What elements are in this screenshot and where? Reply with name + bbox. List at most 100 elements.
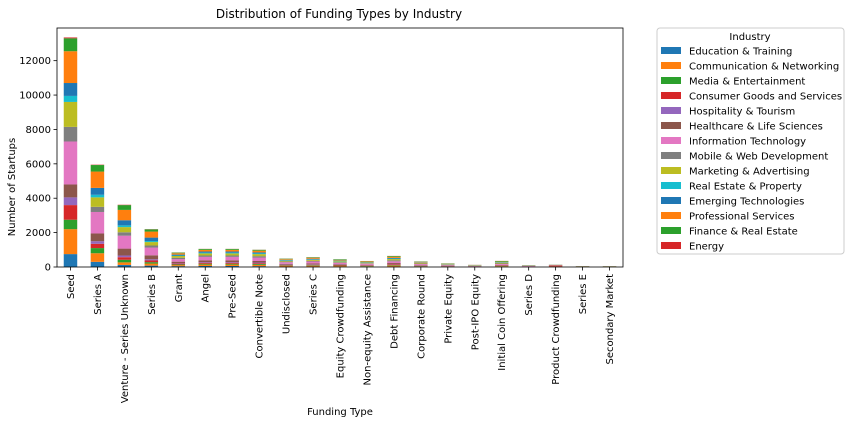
bar-segment — [64, 184, 77, 197]
bar-segment — [414, 264, 427, 265]
bar-segment — [64, 254, 77, 267]
bar-segment — [252, 264, 265, 265]
bar-segment — [172, 256, 185, 258]
x-tick-label: Debt Financing — [389, 274, 400, 349]
bar-segment — [387, 256, 400, 257]
bar-segment — [64, 197, 77, 205]
bar-segment — [91, 244, 104, 248]
legend-label: Real Estate & Property — [689, 182, 802, 193]
bar-segment — [64, 127, 77, 142]
bar-segment — [387, 264, 400, 265]
x-axis-label: Funding Type — [307, 407, 373, 418]
bar-segment — [333, 266, 346, 267]
y-tick-label: 0 — [45, 263, 51, 274]
bar-segment — [360, 261, 373, 262]
bar-segment — [387, 261, 400, 263]
x-tick-label: Product Crowdfunding — [551, 274, 562, 385]
legend-swatch — [661, 107, 681, 114]
y-tick-label: 6000 — [26, 159, 51, 170]
bar-segment — [495, 263, 508, 264]
bar-segment — [172, 255, 185, 256]
bar-segment — [225, 264, 238, 265]
bar-segment — [118, 205, 131, 210]
bar-segment — [64, 220, 77, 229]
legend-swatch — [661, 77, 681, 84]
legend-swatch — [661, 47, 681, 54]
y-tick-label: 8000 — [26, 125, 51, 136]
bar-segment — [145, 255, 158, 259]
bar-segment — [360, 264, 373, 265]
bar-segment — [225, 249, 238, 250]
bar-segment — [279, 266, 292, 267]
bar-segment — [145, 259, 158, 260]
bar-segment — [252, 256, 265, 257]
bar-segment — [360, 265, 373, 266]
bar-segment — [91, 207, 104, 212]
bar-segment — [252, 265, 265, 266]
bar-segment — [279, 265, 292, 266]
bar-segment — [199, 263, 212, 264]
bar-segment — [118, 262, 131, 265]
legend-label: Healthcare & Life Sciences — [689, 122, 823, 133]
legend: Industry Education & TrainingCommunicati… — [657, 28, 844, 254]
legend-swatch — [661, 242, 681, 249]
bar-segment — [199, 262, 212, 263]
bar-segment — [279, 259, 292, 260]
bar-segment — [91, 248, 104, 253]
bar-segment — [145, 241, 158, 242]
bar-segment — [199, 250, 212, 252]
bar-segment — [279, 259, 292, 260]
bar-segment — [225, 255, 238, 256]
bar-segment — [360, 263, 373, 264]
bar-segment — [118, 232, 131, 235]
bar-segment — [64, 141, 77, 184]
x-tick-label: Grant — [174, 274, 185, 302]
bar-segment — [387, 266, 400, 267]
bar-segment — [360, 263, 373, 264]
y-axis-label: Number of Startups — [7, 138, 18, 237]
plot-frame — [57, 28, 623, 267]
legend-label: Education & Training — [689, 47, 792, 58]
bar-segment — [118, 255, 131, 257]
x-tick-label: Angel — [201, 274, 212, 302]
legend-swatch — [661, 182, 681, 189]
bar-segment — [145, 246, 158, 248]
x-tick-label: Undisclosed — [282, 274, 293, 334]
bar-segment — [91, 241, 104, 244]
x-tick-label: Secondary Market — [605, 274, 616, 365]
bar-segment — [145, 260, 158, 262]
bar-segment — [199, 260, 212, 262]
bar-segment — [306, 266, 319, 267]
legend-swatch — [661, 212, 681, 219]
legend-label: Mobile & Web Development — [689, 152, 828, 163]
legend-label: Communication & Networking — [689, 62, 839, 73]
x-tick-label: Initial Coin Offering — [497, 274, 508, 371]
bar-segment — [91, 197, 104, 206]
bar-segment — [199, 249, 212, 250]
bar-segment — [91, 233, 104, 241]
bar-segment — [172, 262, 185, 263]
bar-segment — [225, 263, 238, 264]
bar-segment — [333, 261, 346, 262]
bar-segment — [64, 205, 77, 220]
bar-segment — [495, 261, 508, 262]
bar-segment — [252, 250, 265, 251]
bar-segment — [306, 259, 319, 260]
bar-segment — [118, 257, 131, 260]
x-tick-label: Series C — [309, 274, 320, 315]
bar-segment — [306, 265, 319, 266]
bar-segment — [279, 262, 292, 264]
bar-segment — [225, 265, 238, 266]
bar-segment — [145, 242, 158, 245]
x-tick-label: Venture - Series Unknown — [120, 274, 131, 403]
x-tick-label: Convertible Note — [255, 274, 266, 358]
y-tick-label: 12000 — [19, 56, 51, 67]
legend-swatch — [661, 122, 681, 129]
x-tick-label: Private Equity — [443, 274, 454, 344]
bar-segment — [172, 265, 185, 266]
bar-segment — [414, 263, 427, 264]
bar-segment — [172, 264, 185, 265]
legend-label: Marketing & Advertising — [689, 167, 810, 178]
legend-label: Media & Entertainment — [689, 77, 805, 88]
bar-segment — [64, 229, 77, 254]
